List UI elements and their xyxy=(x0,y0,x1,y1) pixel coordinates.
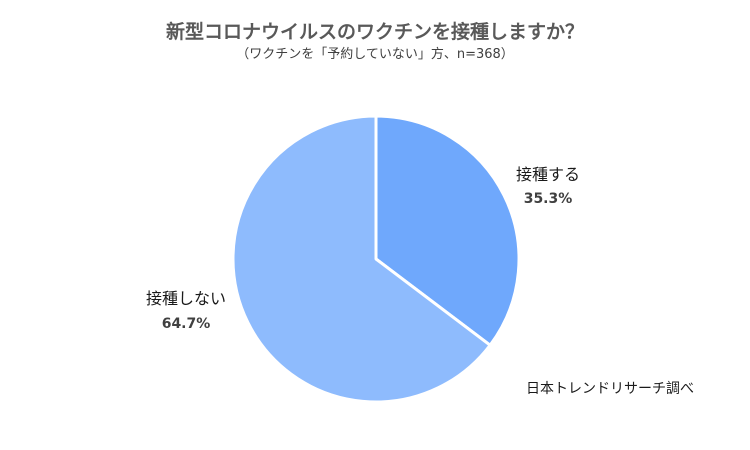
pie-slice-vaccinate xyxy=(374,114,521,347)
slice-label-not-vaccinate: 接種しない xyxy=(146,289,226,308)
pie-slice-not-vaccinate xyxy=(231,114,492,404)
chart-subtitle: （ワクチンを「予約していない」方、n=368） xyxy=(236,46,514,62)
chart-title: 新型コロナウイルスのワクチンを接種しますか？ xyxy=(166,20,584,43)
source-note: 日本トレンドリサーチ調べ xyxy=(526,381,694,397)
slice-value-not-vaccinate: 64.7% xyxy=(162,316,211,332)
slice-value-vaccinate: 35.3% xyxy=(524,191,573,207)
pie-slices xyxy=(231,114,521,404)
slice-label-vaccinate: 接種する xyxy=(516,165,580,184)
